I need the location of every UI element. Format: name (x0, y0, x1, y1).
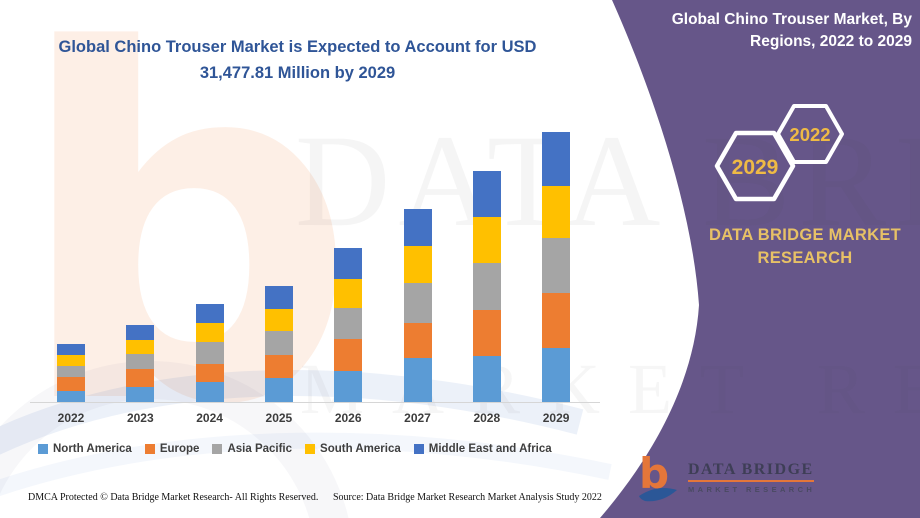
bar-segment-asia-pacific (403, 283, 432, 324)
x-axis-label: 2026 (334, 411, 362, 425)
hexagon-graphic: 2022 2029 (714, 104, 844, 202)
bar-segment-north-america (195, 382, 224, 402)
bar-segment-middle-east-and-africa (57, 343, 85, 355)
bar-segment-europe (126, 368, 155, 387)
x-axis-label: 2022 (57, 411, 85, 425)
brand-name: DATA BRIDGE MARKET RESEARCH (688, 224, 920, 270)
bar-segment-south-america (126, 339, 155, 355)
bar-segment-north-america (264, 378, 293, 402)
bar-segment-asia-pacific (472, 263, 501, 311)
bar-segment-north-america (126, 386, 155, 402)
bar-segment-south-america (403, 246, 432, 284)
x-axis-label: 2023 (126, 411, 154, 425)
side-panel-title-line1: Global Chino Trouser Market, By (671, 11, 912, 28)
legend-swatch-icon (212, 444, 223, 454)
bar-segment-asia-pacific (264, 331, 293, 355)
legend-swatch-icon (144, 444, 155, 454)
bar-segment-middle-east-and-africa (126, 325, 155, 340)
legend-swatch-icon (413, 444, 424, 454)
legend-label: North America (53, 443, 132, 455)
bar-segment-asia-pacific (126, 354, 155, 369)
company-logo-title: DATA BRIDGE (688, 461, 814, 482)
bar-segment-south-america (542, 186, 571, 239)
legend-swatch-icon (38, 444, 48, 454)
bar-segment-middle-east-and-africa (334, 247, 363, 280)
hexagon-2029-label: 2029 (732, 156, 779, 179)
watermark-text-line2: MARKET RESEARCH (300, 349, 920, 429)
bar-segment-europe (57, 377, 85, 391)
bar-segment-south-america (334, 279, 363, 309)
bar-segment-south-america (195, 323, 224, 343)
bar-segment-south-america (264, 309, 293, 332)
bar-segment-europe (264, 354, 293, 379)
legend: North America Europe Asia Pacific South Ame… (38, 443, 598, 455)
bar-segment-north-america (334, 371, 363, 402)
x-axis-label: 2024 (196, 411, 223, 425)
bar-segment-middle-east-and-africa (403, 208, 432, 247)
x-axis-label: 2027 (404, 411, 431, 425)
bar-segment-europe (403, 323, 432, 359)
company-logo-subtitle: MARKET RESEARCH (688, 484, 816, 494)
bar-segment-north-america (472, 356, 501, 402)
legend-label: Middle East and Africa (428, 443, 552, 455)
company-logo: b DATA BRIDGE MARKET RESEARCH (636, 452, 815, 502)
x-axis-label: 2028 (473, 411, 501, 425)
bar-segment-europe (195, 363, 224, 382)
side-panel-title: Global Chino Trouser Market, By Regions,… (582, 9, 912, 53)
hexagon-2022-label: 2022 (789, 124, 830, 145)
bar-segment-north-america (57, 390, 85, 402)
bar-segment-south-america (57, 354, 85, 367)
bar-segment-asia-pacific (334, 308, 363, 340)
legend-swatch-icon (305, 444, 316, 454)
bar-segment-middle-east-and-africa (195, 304, 224, 324)
x-axis-label: 2025 (265, 411, 293, 425)
bar-segment-asia-pacific (542, 238, 571, 293)
hexagon-2029-icon (714, 130, 796, 202)
bar-segment-middle-east-and-africa (542, 132, 571, 187)
brand-name-line1: DATA BRIDGE MARKET (708, 226, 902, 244)
brand-name-line2: RESEARCH (757, 249, 853, 268)
hexagon-2022-icon (776, 104, 844, 164)
bar-segment-north-america (542, 348, 571, 402)
legend-item: North America (38, 443, 132, 455)
watermark-text-line1: DATA BRIDGE (295, 107, 920, 254)
bar-segment-europe (542, 293, 571, 348)
footer-source-text: Source: Data Bridge Market Research Mark… (333, 492, 602, 503)
bar-segment-asia-pacific (195, 342, 224, 364)
company-logo-icon: b (639, 452, 677, 502)
legend-label: Europe (159, 443, 200, 455)
bar-segment-south-america (472, 216, 501, 263)
legend-item: Asia Pacific (212, 443, 292, 455)
legend-item: Europe (144, 443, 200, 455)
legend-label: South America (320, 443, 401, 455)
bar-segment-north-america (403, 358, 432, 402)
bar-segment-europe (334, 339, 363, 372)
bar-segment-europe (472, 310, 501, 357)
main-title: Global Chino Trouser Market is Expected … (45, 35, 550, 86)
main-title-line1: Global Chino Trouser Market is Expected … (58, 38, 537, 56)
footer-dmca-text: DMCA Protected © Data Bridge Market Rese… (28, 492, 319, 503)
bar-segment-middle-east-and-africa (472, 170, 501, 217)
side-panel-title-line2: Regions, 2022 to 2029 (750, 33, 912, 50)
legend-item: South America (305, 443, 401, 455)
legend-item: Middle East and Africa (413, 443, 552, 455)
bar-segment-asia-pacific (57, 366, 85, 378)
main-title-line2: 31,477.81 Million by 2029 (199, 63, 396, 82)
x-axis-label: 2029 (542, 411, 570, 425)
x-axis-line (30, 402, 600, 403)
bar-segment-middle-east-and-africa (264, 285, 293, 310)
legend-label: Asia Pacific (227, 443, 293, 455)
company-logo-text: DATA BRIDGE MARKET RESEARCH (688, 461, 815, 494)
